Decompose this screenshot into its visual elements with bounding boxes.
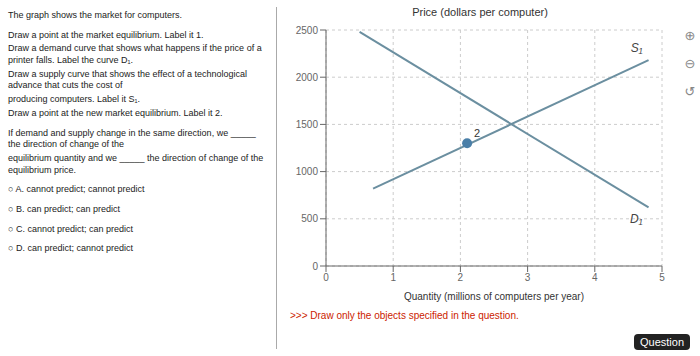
html-text:If demand and supply change in: If demand and supply change in the same … (8, 127, 256, 150)
svg-text:500: 500 (301, 213, 318, 224)
svg-text:4: 4 (592, 272, 598, 283)
html-text:Price (dollars per computer): Price (dollars per computer) (412, 6, 548, 18)
svg-text:2000: 2000 (296, 72, 319, 83)
svg-text:2: 2 (474, 127, 480, 139)
svg-text:1500: 1500 (296, 119, 319, 130)
svg-text:0: 0 (312, 261, 318, 272)
html-text:○ B. can predict; can predict: ○ B. can predict; can predict (8, 203, 120, 214)
html-text:○ D. can predict; cannot predi: ○ D. can predict; cannot predict (8, 243, 133, 254)
svg-text:5: 5 (659, 272, 665, 283)
html-text:Draw a supply curve that shows: Draw a supply curve that shows the effec… (8, 68, 247, 91)
html-text:Draw a demand curve that shows: Draw a demand curve that shows what happ… (8, 43, 262, 66)
html-text:Draw a point at the market equ: Draw a point at the market equilibrium. … (8, 29, 204, 40)
svg-text:Quantity (millions of computer: Quantity (millions of computers per year… (404, 291, 584, 302)
html-text:○ A. cannot predict; cannot pr: ○ A. cannot predict; cannot predict (8, 184, 145, 195)
html-text:Question: Question (640, 336, 684, 348)
html-text:The graph shows the market for: The graph shows the market for computers… (8, 10, 183, 20)
html-text:equilibrium quantity and we __: equilibrium quantity and we _____ the di… (8, 152, 264, 175)
html-text:>>> Draw only the objects spec: >>> Draw only the objects specified in t… (290, 310, 519, 321)
svg-text:2: 2 (458, 272, 464, 283)
svg-text:2500: 2500 (296, 25, 319, 36)
html-text:○ C. cannot predict; can predi: ○ C. cannot predict; can predict (8, 223, 133, 234)
svg-text:S₁: S₁ (631, 41, 643, 55)
svg-text:1: 1 (390, 272, 396, 283)
svg-text:D₁: D₁ (630, 212, 643, 226)
svg-text:3: 3 (525, 272, 531, 283)
svg-text:0: 0 (323, 272, 329, 283)
html-text:producing computers. Label it: producing computers. Label it S₁. (8, 94, 141, 105)
html-text:Draw a point at the new market: Draw a point at the new market equilibri… (8, 107, 223, 118)
svg-text:1000: 1000 (296, 166, 319, 177)
